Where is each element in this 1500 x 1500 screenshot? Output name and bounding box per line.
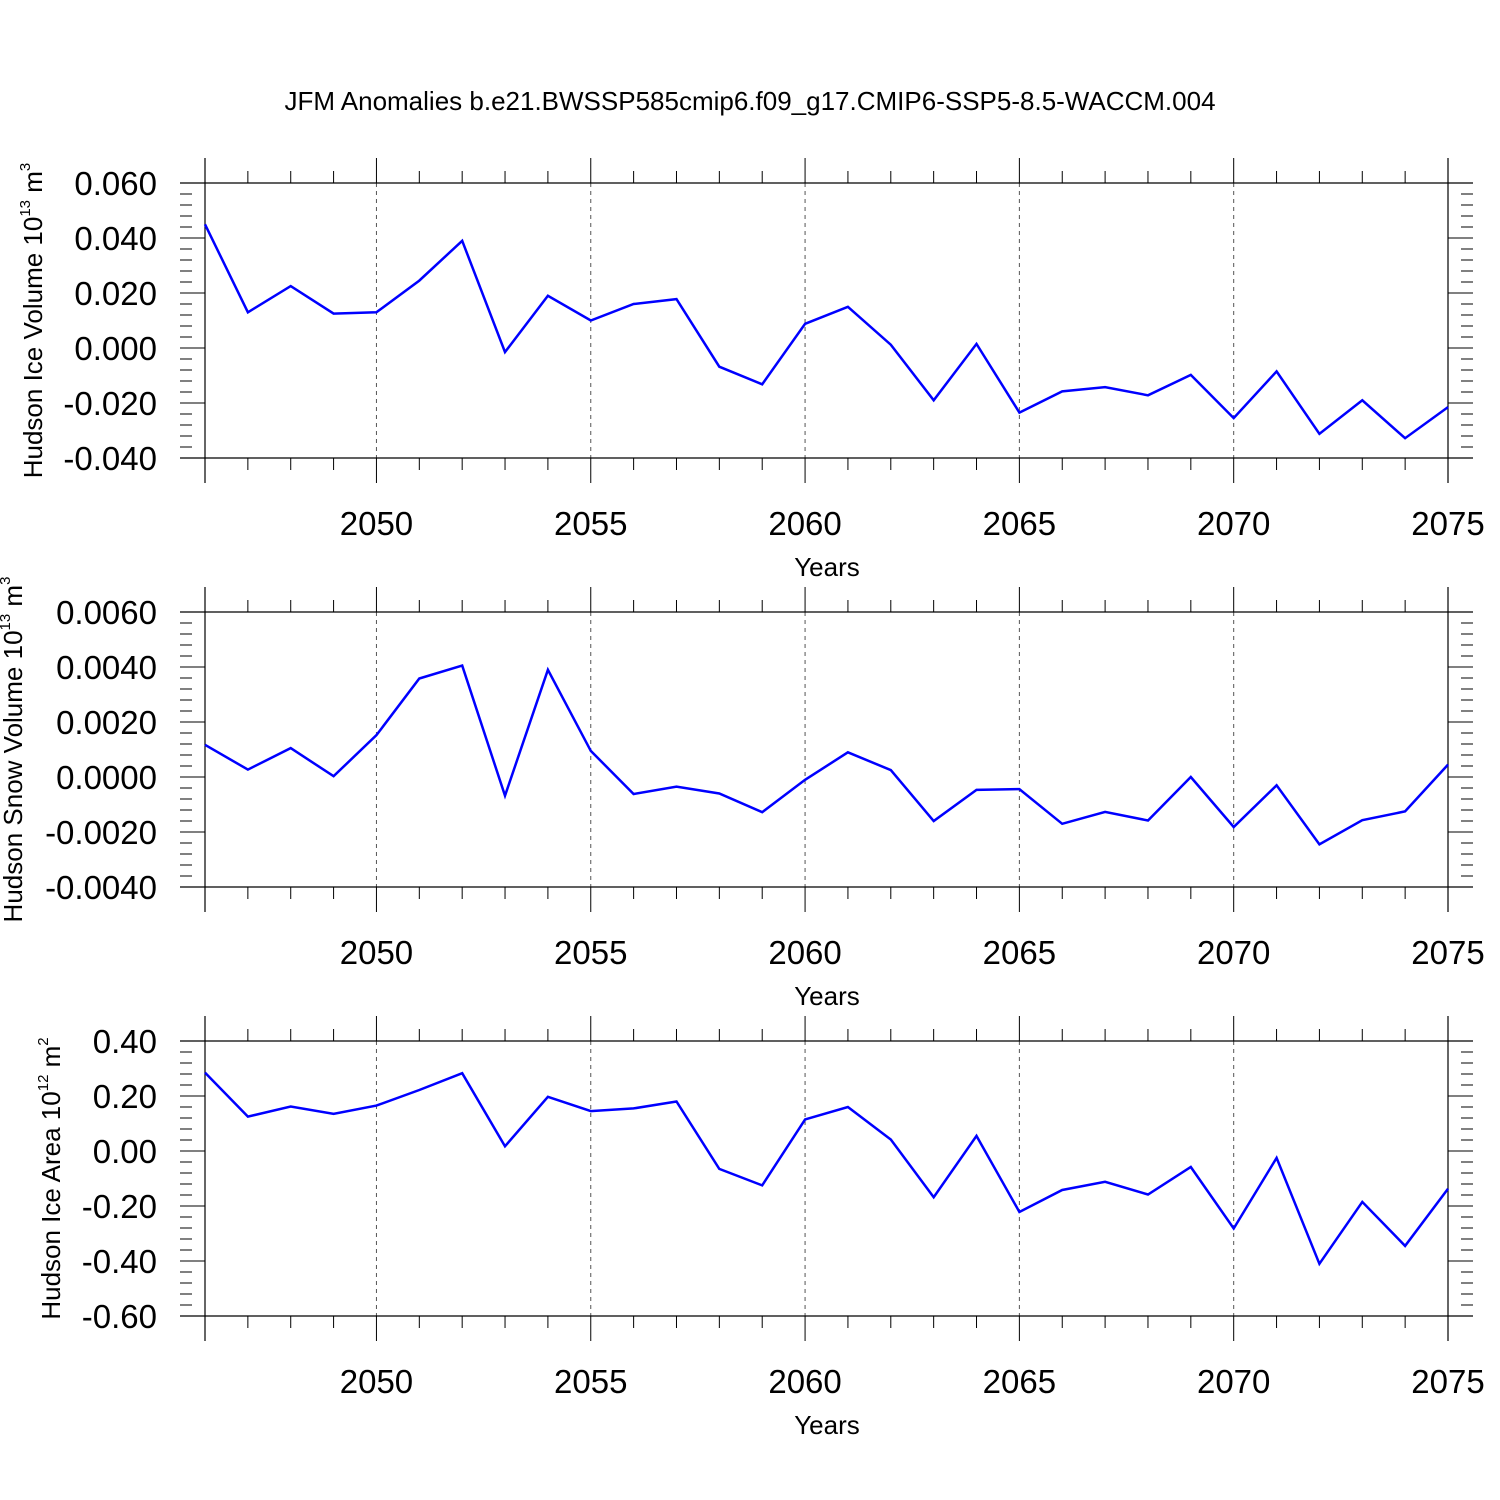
x-axis-label: Years [794, 1410, 860, 1440]
y-tick-label: 0.0020 [56, 704, 157, 741]
x-tick-label: 2060 [768, 505, 841, 542]
y-tick-label: 0.040 [74, 220, 157, 257]
x-tick-label: 2065 [983, 505, 1056, 542]
y-axis-label: Hudson Snow Volume 1013 m3 [0, 577, 28, 923]
chart-title: JFM Anomalies b.e21.BWSSP585cmip6.f09_g1… [284, 86, 1215, 116]
x-tick-label: 2050 [340, 934, 413, 971]
y-tick-label: -0.20 [82, 1188, 157, 1225]
y-tick-label: -0.0040 [45, 869, 157, 906]
x-tick-label: 2070 [1197, 1363, 1270, 1400]
y-tick-label: -0.040 [63, 440, 157, 477]
x-tick-label: 2060 [768, 1363, 841, 1400]
y-tick-label: 0.000 [74, 330, 157, 367]
panel-3: 0.40 0.20 0.00 -0.20 -0.40 -0.60 2050 2055 2060 2… [35, 1016, 1485, 1440]
series-line [204, 664, 1449, 847]
y-tick-label: -0.0020 [45, 814, 157, 851]
x-tick-label: 2075 [1411, 505, 1484, 542]
x-tick-label: 2065 [983, 934, 1056, 971]
x-tick-label: 2060 [768, 934, 841, 971]
y-tick-label: 0.0060 [56, 594, 157, 631]
y-tick-label: 0.20 [93, 1078, 157, 1115]
y-tick-label: 0.0000 [56, 759, 157, 796]
x-tick-label: 2070 [1197, 934, 1270, 971]
y-tick-label: -0.40 [82, 1243, 157, 1280]
x-tick-label: 2075 [1411, 934, 1484, 971]
x-tick-label: 2070 [1197, 505, 1270, 542]
y-tick-label: 0.060 [74, 165, 157, 202]
x-axis-label: Years [794, 552, 860, 582]
y-tick-label: 0.00 [93, 1133, 157, 1170]
x-tick-label: 2075 [1411, 1363, 1484, 1400]
x-tick-label: 2050 [340, 1363, 413, 1400]
x-axis-label: Years [794, 981, 860, 1011]
y-tick-label: -0.60 [82, 1298, 157, 1335]
x-tick-label: 2055 [554, 505, 627, 542]
y-axis-label: Hudson Ice Volume 1013 m3 [17, 163, 48, 479]
y-tick-label: 0.020 [74, 275, 157, 312]
x-tick-label: 2055 [554, 934, 627, 971]
panel-1: 0.060 0.040 0.020 0.000 -0.020 -0.040 2050 2055… [17, 158, 1485, 582]
y-tick-label: 0.40 [93, 1023, 157, 1060]
series-line [203, 223, 1449, 440]
x-tick-label: 2065 [983, 1363, 1056, 1400]
series-line [204, 1071, 1450, 1267]
y-tick-label: -0.020 [63, 385, 157, 422]
x-tick-label: 2055 [554, 1363, 627, 1400]
panel-2: 0.0060 0.0040 0.0020 0.0000 -0.0020 -0.0040 20… [0, 577, 1485, 1011]
y-tick-label: 0.0040 [56, 649, 157, 686]
y-axis-label: Hudson Ice Area 1012 m2 [35, 1037, 66, 1319]
x-tick-label: 2050 [340, 505, 413, 542]
